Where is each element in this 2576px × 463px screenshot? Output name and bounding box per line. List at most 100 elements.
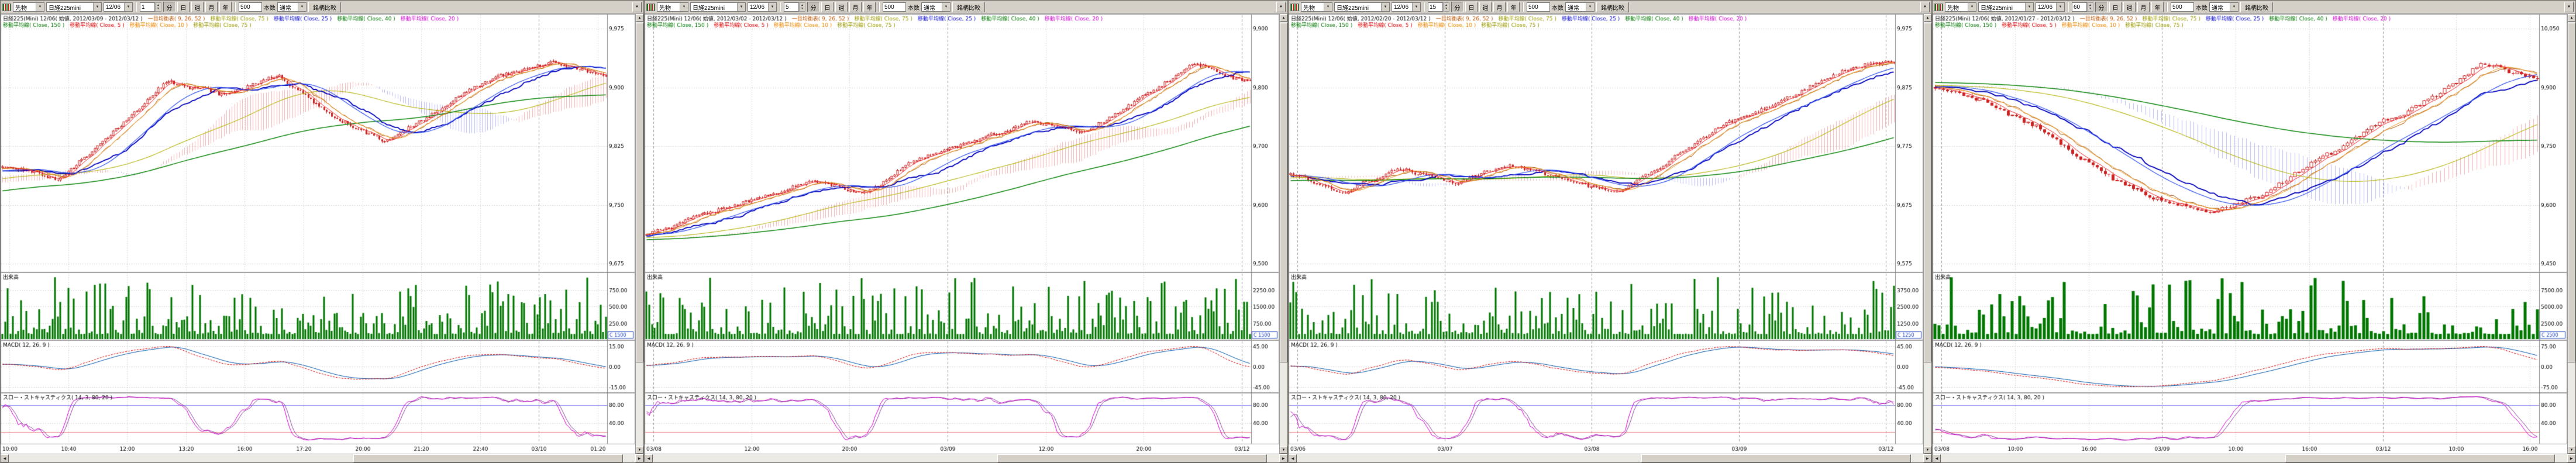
scroll-left-button[interactable]: ◀ [645, 454, 653, 462]
vertical-scroll-thumb[interactable] [1280, 23, 1287, 362]
scroll-right-button[interactable]: ▶ [2567, 454, 2575, 462]
period-button-day[interactable]: 日 [2109, 2, 2122, 12]
spin-down-icon[interactable]: ▼ [2089, 7, 2092, 11]
vertical-scrollbar[interactable]: ▲ ▼ [2567, 14, 2575, 454]
vertical-scroll-thumb[interactable] [636, 23, 643, 362]
chevron-down-icon[interactable]: ▼ [1968, 3, 1976, 11]
vertical-scroll-thumb[interactable] [1924, 23, 1931, 362]
interval-input[interactable] [2072, 2, 2087, 12]
horizontal-scroll-track[interactable] [1297, 454, 1923, 462]
vertical-scroll-track[interactable] [2568, 22, 2575, 446]
chevron-down-icon[interactable]: ▼ [2025, 3, 2033, 11]
horizontal-scroll-thumb[interactable] [353, 454, 623, 462]
period-button-week[interactable]: 週 [191, 2, 204, 12]
horizontal-scroll-thumb[interactable] [997, 454, 1267, 462]
contract-month-select[interactable]: 12/06 ▼ [748, 2, 777, 12]
vertical-scroll-track[interactable] [636, 22, 643, 446]
interval-input[interactable] [1428, 2, 1443, 12]
contract-month-select[interactable]: 12/06 ▼ [2036, 2, 2065, 12]
display-mode-select[interactable]: 通常 ▼ [277, 2, 306, 12]
interval-spinner[interactable]: ▲ ▼ [799, 2, 805, 12]
toolbar-menu-button[interactable]: ▼ [1920, 2, 1930, 12]
symbol-select[interactable]: 日経225mini ▼ [46, 2, 102, 12]
period-button-minute[interactable]: 分 [2095, 2, 2107, 12]
interval-input[interactable] [784, 2, 799, 12]
period-button-month[interactable]: 月 [2137, 2, 2150, 12]
period-button-week[interactable]: 週 [1479, 2, 1492, 12]
horizontal-scroll-track[interactable] [653, 454, 1279, 462]
period-button-minute[interactable]: 分 [807, 2, 819, 12]
chevron-down-icon[interactable]: ▼ [36, 3, 44, 11]
bar-count-input[interactable] [2171, 2, 2194, 12]
scroll-up-button[interactable]: ▲ [2568, 14, 2575, 22]
horizontal-scrollbar[interactable]: ◀ ▶ [1289, 454, 1931, 462]
period-button-month[interactable]: 月 [205, 2, 218, 12]
interval-spinner[interactable]: ▲ ▼ [1443, 2, 1449, 12]
scroll-left-button[interactable]: ◀ [1, 454, 9, 462]
vertical-scrollbar[interactable]: ▲ ▼ [1279, 14, 1287, 454]
chart-canvas[interactable] [645, 14, 1279, 454]
contract-month-select[interactable]: 12/06 ▼ [104, 2, 133, 12]
scroll-left-button[interactable]: ◀ [1933, 454, 1941, 462]
bar-count-input[interactable] [1527, 2, 1550, 12]
symbol-compare-button[interactable]: 銘柄比較 [2240, 2, 2273, 12]
period-button-year[interactable]: 年 [1507, 2, 1520, 12]
symbol-select[interactable]: 日経225mini ▼ [1334, 2, 1390, 12]
chevron-down-icon[interactable]: ▼ [1381, 3, 1389, 11]
chevron-down-icon[interactable]: ▼ [2056, 3, 2064, 11]
scroll-left-button[interactable]: ◀ [1289, 454, 1297, 462]
toolbar-menu-button[interactable]: ▼ [632, 2, 642, 12]
period-button-day[interactable]: 日 [821, 2, 834, 12]
spin-up-icon[interactable]: ▲ [1445, 4, 1448, 7]
spin-down-icon[interactable]: ▼ [1445, 7, 1448, 11]
horizontal-scroll-track[interactable] [1941, 454, 2567, 462]
vertical-scrollbar[interactable]: ▲ ▼ [635, 14, 643, 454]
vertical-scroll-track[interactable] [1280, 22, 1287, 446]
spin-up-icon[interactable]: ▲ [2089, 4, 2092, 7]
scroll-down-button[interactable]: ▼ [2568, 446, 2575, 454]
horizontal-scroll-thumb[interactable] [1641, 454, 1911, 462]
scroll-right-button[interactable]: ▶ [1923, 454, 1931, 462]
chevron-down-icon[interactable]: ▼ [1412, 3, 1420, 11]
chevron-down-icon[interactable]: ▼ [1324, 3, 1332, 11]
display-mode-select[interactable]: 通常 ▼ [1565, 2, 1594, 12]
chart-type-icon[interactable] [1290, 3, 1299, 11]
chart-type-icon[interactable] [1934, 3, 1943, 11]
market-select[interactable]: 先物 ▼ [1945, 2, 1976, 12]
market-select[interactable]: 先物 ▼ [13, 2, 44, 12]
period-button-week[interactable]: 週 [835, 2, 848, 12]
chevron-down-icon[interactable]: ▼ [737, 3, 745, 11]
chart-type-icon[interactable] [2, 3, 11, 11]
spin-down-icon[interactable]: ▼ [801, 7, 804, 11]
bar-count-input[interactable] [883, 2, 906, 12]
toolbar-menu-button[interactable]: ▼ [2564, 2, 2574, 12]
chevron-down-icon[interactable]: ▼ [1586, 3, 1594, 11]
toolbar-menu-button[interactable]: ▼ [1276, 2, 1286, 12]
chevron-down-icon[interactable]: ▼ [298, 3, 306, 11]
period-button-month[interactable]: 月 [849, 2, 862, 12]
chevron-down-icon[interactable]: ▼ [768, 3, 776, 11]
period-button-day[interactable]: 日 [1465, 2, 1478, 12]
chevron-down-icon[interactable]: ▼ [2230, 3, 2238, 11]
symbol-select[interactable]: 日経225mini ▼ [690, 2, 746, 12]
interval-input[interactable] [140, 2, 155, 12]
horizontal-scrollbar[interactable]: ◀ ▶ [1933, 454, 2575, 462]
chart-type-icon[interactable] [646, 3, 655, 11]
chart-canvas[interactable] [1289, 14, 1923, 454]
symbol-compare-button[interactable]: 銘柄比較 [952, 2, 985, 12]
display-mode-select[interactable]: 通常 ▼ [921, 2, 950, 12]
scroll-up-button[interactable]: ▲ [1280, 14, 1287, 22]
scroll-up-button[interactable]: ▲ [636, 14, 643, 22]
interval-spinner[interactable]: ▲ ▼ [2087, 2, 2093, 12]
symbol-compare-button[interactable]: 銘柄比較 [308, 2, 341, 12]
scroll-right-button[interactable]: ▶ [1279, 454, 1287, 462]
market-select[interactable]: 先物 ▼ [1301, 2, 1332, 12]
vertical-scroll-track[interactable] [1924, 22, 1931, 446]
period-button-year[interactable]: 年 [2151, 2, 2164, 12]
period-button-year[interactable]: 年 [863, 2, 876, 12]
scroll-down-button[interactable]: ▼ [636, 446, 643, 454]
chart-canvas[interactable] [1933, 14, 2567, 454]
market-select[interactable]: 先物 ▼ [657, 2, 688, 12]
period-button-minute[interactable]: 分 [163, 2, 175, 12]
scroll-up-button[interactable]: ▲ [1924, 14, 1931, 22]
